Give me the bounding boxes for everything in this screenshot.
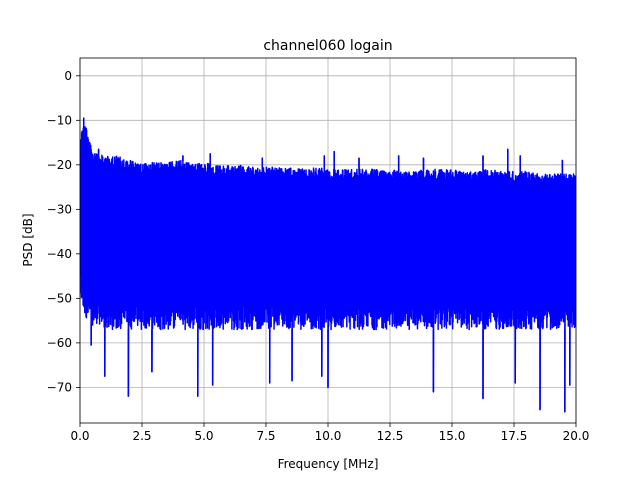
y-tick-label: −20 bbox=[47, 158, 72, 172]
x-tick-label: 15.0 bbox=[439, 429, 466, 443]
x-tick-label: 12.5 bbox=[377, 429, 404, 443]
tick-layer: 0.0 2.5 5.0 7.5 10.0 12.5 15.0 17.5 20.0 0 −10 −20 −… bbox=[47, 69, 590, 443]
x-tick-label: 7.5 bbox=[256, 429, 275, 443]
y-tick-label: −30 bbox=[47, 202, 72, 216]
x-tick-label: 20.0 bbox=[563, 429, 590, 443]
y-tick-label: −70 bbox=[47, 380, 72, 394]
x-tick-label: 2.5 bbox=[132, 429, 151, 443]
y-tick-label: −60 bbox=[47, 336, 72, 350]
x-tick-label: 5.0 bbox=[194, 429, 213, 443]
x-tick-label: 10.0 bbox=[315, 429, 342, 443]
x-tick-label: 0.0 bbox=[70, 429, 89, 443]
y-tick-label: 0 bbox=[64, 69, 72, 83]
y-axis-label: PSD [dB] bbox=[21, 213, 35, 266]
y-tick-label: −40 bbox=[47, 247, 72, 261]
psd-series-line bbox=[80, 117, 576, 413]
data-layer bbox=[80, 117, 576, 413]
y-tick-label: −50 bbox=[47, 291, 72, 305]
x-tick-label: 17.5 bbox=[501, 429, 528, 443]
x-axis-label: Frequency [MHz] bbox=[278, 457, 379, 471]
chart-title: channel060 logain bbox=[263, 38, 392, 54]
y-tick-label: −10 bbox=[47, 113, 72, 127]
